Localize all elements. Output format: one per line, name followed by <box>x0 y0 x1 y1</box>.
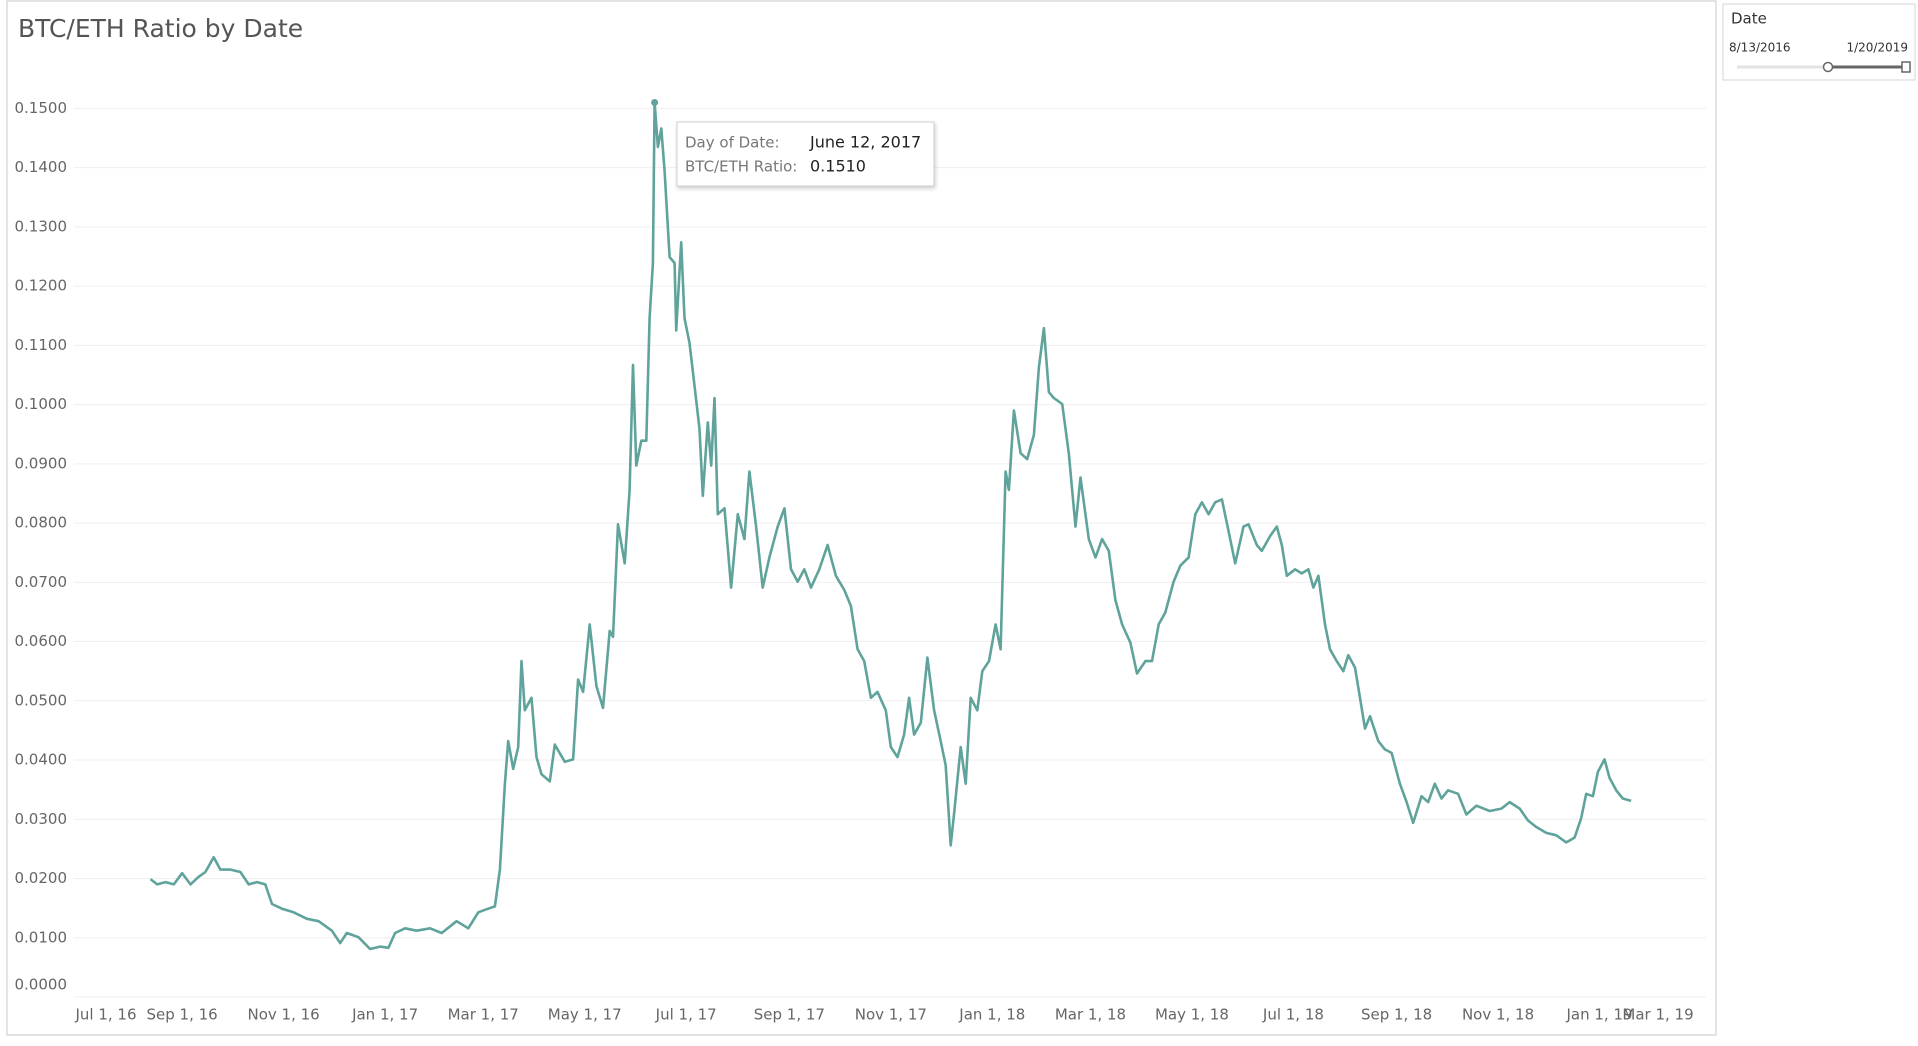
y-tick-label: 0.0200 <box>15 869 68 887</box>
slider-handle-end[interactable] <box>1901 61 1911 73</box>
x-tick-label: Mar 1, 17 <box>448 1006 519 1024</box>
y-tick-label: 0.0800 <box>15 514 68 532</box>
x-tick-label: Jan 1, 19 <box>1565 1006 1632 1024</box>
y-tick-label: 0.1500 <box>15 99 68 117</box>
tooltip-value-label: BTC/ETH Ratio: <box>685 158 797 176</box>
slider-handle-start[interactable] <box>1822 61 1834 73</box>
x-tick-label: May 1, 18 <box>1155 1006 1229 1024</box>
filter-title: Date <box>1731 10 1767 28</box>
x-tick-label: Nov 1, 18 <box>1462 1006 1534 1024</box>
ratio-line <box>149 101 1632 951</box>
chart-frame <box>6 0 1717 1036</box>
tooltip-box <box>676 121 935 187</box>
tooltip-date-label: Day of Date: <box>685 134 780 152</box>
x-tick-label: Jul 1, 17 <box>655 1006 717 1024</box>
x-tick-label: Nov 1, 16 <box>248 1006 320 1024</box>
y-tick-label: 0.0500 <box>15 691 68 709</box>
y-tick-label: 0.0000 <box>15 976 68 994</box>
filter-start: 8/13/2016 <box>1729 41 1791 55</box>
y-tick-label: 0.1200 <box>15 277 68 295</box>
y-tick-label: 0.0100 <box>15 928 68 946</box>
x-tick-label: Jan 1, 17 <box>351 1006 418 1024</box>
chart-title: BTC/ETH Ratio by Date <box>18 14 303 43</box>
x-tick-label: Sep 1, 16 <box>147 1006 218 1024</box>
y-tick-label: 0.1100 <box>15 336 68 354</box>
tooltip-date: June 12, 2017 <box>809 133 921 152</box>
y-tick-label: 0.1000 <box>15 395 68 413</box>
x-tick-label: Jan 1, 18 <box>958 1006 1025 1024</box>
x-tick-label: Jul 1, 16 <box>74 1006 136 1024</box>
y-tick-label: 0.0400 <box>15 751 68 769</box>
x-tick-label: Sep 1, 18 <box>1361 1006 1432 1024</box>
filter-end: 1/20/2019 <box>1846 41 1908 55</box>
x-tick-label: Sep 1, 17 <box>754 1006 825 1024</box>
x-tick-label: Nov 1, 17 <box>855 1006 927 1024</box>
tooltip-value: 0.1510 <box>810 157 866 176</box>
y-tick-label: 0.0300 <box>15 810 68 828</box>
x-tick-label: Mar 1, 18 <box>1055 1006 1126 1024</box>
y-tick-label: 0.0700 <box>15 573 68 591</box>
highlight-point <box>651 98 659 106</box>
x-tick-label: Jul 1, 18 <box>1262 1006 1324 1024</box>
y-tick-label: 0.0900 <box>15 454 68 472</box>
x-tick-label: May 1, 17 <box>548 1006 622 1024</box>
date-filter[interactable]: Date 8/13/2016 1/20/2019 <box>1722 3 1916 81</box>
y-tick-label: 0.1300 <box>15 217 68 235</box>
grid <box>74 107 1706 998</box>
y-tick-label: 0.1400 <box>15 158 68 176</box>
tooltip: Day of Date: June 12, 2017 BTC/ETH Ratio: 0… <box>676 121 935 187</box>
y-tick-label: 0.0600 <box>15 632 68 650</box>
x-tick-label: Mar 1, 19 <box>1622 1006 1693 1024</box>
